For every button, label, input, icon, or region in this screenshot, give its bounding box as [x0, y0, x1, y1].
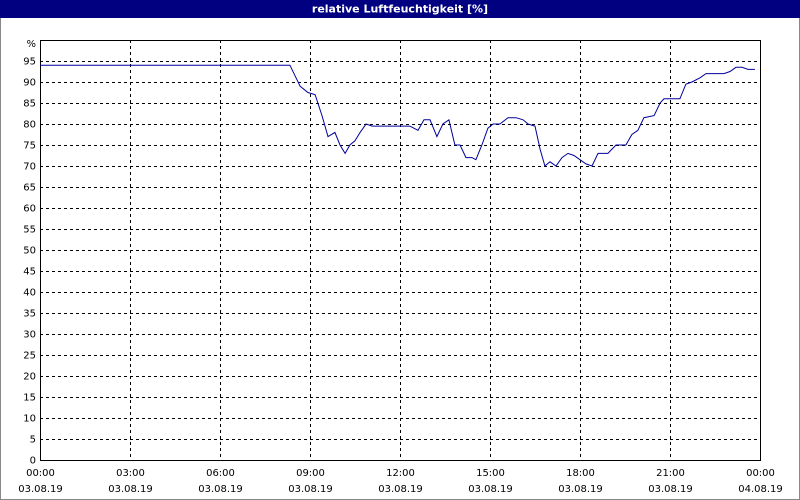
y-tick-label: 30 [23, 330, 36, 341]
x-tick-label: 18:00 [566, 468, 595, 479]
title-bar [0, 0, 800, 18]
y-tick-label: 5 [30, 435, 36, 446]
x-tick-date: 03.08.19 [108, 484, 153, 495]
y-tick-label: 95 [23, 57, 36, 68]
y-tick-label: 75 [23, 141, 36, 152]
x-tick-label: 00:00 [26, 468, 55, 479]
y-tick-label: 85 [23, 99, 36, 110]
x-tick-date: 03.08.19 [468, 484, 513, 495]
y-tick-label: 40 [23, 288, 36, 299]
y-tick-label: 65 [23, 183, 36, 194]
y-tick-label: 70 [23, 162, 36, 173]
x-tick-label: 00:00 [746, 468, 775, 479]
x-tick-label: 12:00 [386, 468, 415, 479]
x-tick-date: 03.08.19 [288, 484, 333, 495]
x-tick-label: 15:00 [476, 468, 505, 479]
y-tick-label: 45 [23, 267, 36, 278]
x-tick-label: 06:00 [206, 468, 235, 479]
x-tick-label: 09:00 [296, 468, 325, 479]
y-tick-label: 90 [23, 78, 36, 89]
y-tick-label: 0 [30, 456, 36, 467]
y-tick-label: 80 [23, 120, 36, 131]
y-tick-label: 15 [23, 393, 36, 404]
y-tick-label: 55 [23, 225, 36, 236]
y-tick-label: 60 [23, 204, 36, 215]
x-tick-label: 03:00 [116, 468, 145, 479]
x-tick-date: 03.08.19 [648, 484, 693, 495]
x-tick-date: 03.08.19 [378, 484, 423, 495]
y-tick-label: 50 [23, 246, 36, 257]
y-tick-label: 35 [23, 309, 36, 320]
y-tick-label: 20 [23, 372, 36, 383]
x-tick-date: 04.08.19 [738, 484, 783, 495]
x-tick-date: 03.08.19 [558, 484, 603, 495]
plot-border [40, 40, 761, 461]
x-tick-date: 03.08.19 [198, 484, 243, 495]
y-axis-label: % [26, 39, 36, 50]
y-tick-label: 10 [23, 414, 36, 425]
y-tick-label: 25 [23, 351, 36, 362]
data-line [40, 64, 755, 167]
x-tick-date: 03.08.19 [18, 484, 63, 495]
chart-title: relative Luftfeuchtigkeit [%] [312, 3, 488, 16]
x-tick-label: 21:00 [656, 468, 685, 479]
